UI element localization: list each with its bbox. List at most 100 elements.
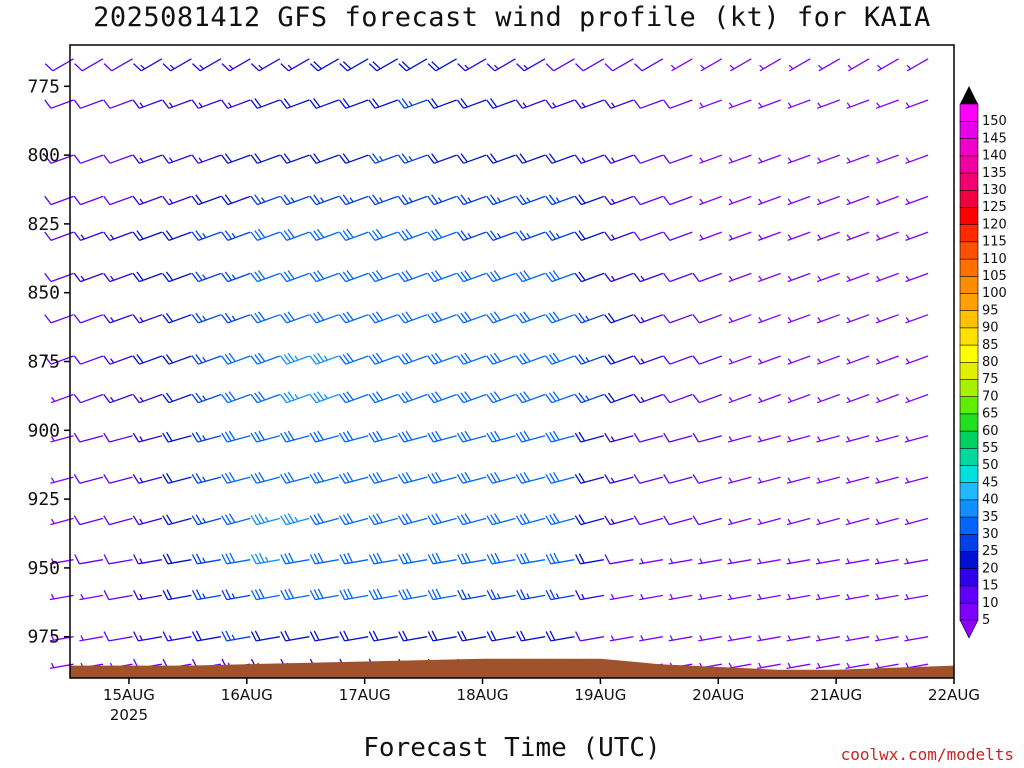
wind-barb xyxy=(103,554,133,565)
wind-barb xyxy=(280,588,310,601)
wind-barb xyxy=(816,195,840,206)
barb-flag xyxy=(397,99,406,109)
barb-staff xyxy=(669,476,693,484)
wind-barb xyxy=(221,471,251,484)
colorbar-swatch xyxy=(959,138,979,157)
wind-barb xyxy=(250,430,280,443)
barb-flag xyxy=(515,515,523,525)
barb-flag xyxy=(604,554,611,565)
barb-half-flag xyxy=(788,64,794,70)
barb-flag xyxy=(692,432,700,443)
barb-flag xyxy=(191,314,199,324)
barb-flag xyxy=(376,552,383,563)
wind-barb xyxy=(250,552,280,565)
wind-barb xyxy=(515,153,546,164)
wind-barb xyxy=(456,471,487,484)
wind-barb xyxy=(609,593,634,601)
barb-flag xyxy=(575,590,581,600)
wind-barb xyxy=(79,593,104,601)
barb-flag xyxy=(254,312,262,322)
barb-half-flag xyxy=(139,477,144,483)
barb-flag xyxy=(519,431,527,442)
barb-half-flag xyxy=(323,394,329,399)
wind-barb xyxy=(875,435,899,443)
wind-barb xyxy=(875,393,899,404)
barb-staff xyxy=(433,355,457,365)
barb-half-flag xyxy=(787,234,792,240)
barb-half-flag xyxy=(110,358,115,364)
barb-half-flag xyxy=(323,355,329,361)
barb-flag xyxy=(486,314,494,324)
barb-staff xyxy=(226,594,251,601)
barb-staff xyxy=(139,99,163,109)
wind-barb xyxy=(545,352,575,365)
barb-flag xyxy=(427,272,435,282)
barb-flag xyxy=(220,272,229,282)
wind-barb xyxy=(132,154,163,164)
barb-flag xyxy=(162,474,169,484)
colorbar-label: 45 xyxy=(982,475,999,490)
barb-flag xyxy=(346,311,354,321)
barb-staff xyxy=(109,195,133,206)
barb-flag xyxy=(604,515,611,525)
barb-half-flag xyxy=(110,396,115,402)
barb-flag xyxy=(195,271,203,281)
barb-half-flag xyxy=(294,394,299,399)
barb-flag xyxy=(195,473,203,483)
wind-barb xyxy=(904,635,929,642)
barb-flag xyxy=(162,154,170,164)
wind-barb xyxy=(486,98,516,109)
barb-flag xyxy=(343,589,350,600)
barb-flag xyxy=(515,99,524,109)
barb-flag xyxy=(221,554,228,565)
wind-barb xyxy=(692,432,722,443)
wind-barb xyxy=(220,312,251,324)
wind-barb xyxy=(905,154,929,164)
barb-half-flag xyxy=(80,635,84,641)
barb-flag xyxy=(338,231,347,241)
barb-flag xyxy=(132,394,140,404)
wind-barb xyxy=(787,393,811,404)
barb-staff xyxy=(314,594,339,601)
barb-half-flag xyxy=(202,356,207,362)
barb-flag xyxy=(195,431,203,442)
wind-barb xyxy=(668,635,693,642)
barb-flag xyxy=(431,230,439,240)
barb-half-flag xyxy=(758,635,762,641)
barb-half-flag xyxy=(817,157,822,163)
wind-barb xyxy=(575,631,605,642)
barb-flag xyxy=(338,314,347,324)
barb-flag xyxy=(493,391,502,401)
barb-flag xyxy=(195,553,202,564)
barb-staff xyxy=(139,154,163,164)
wind-barb xyxy=(103,154,133,164)
wind-barb xyxy=(486,391,516,404)
barb-half-flag xyxy=(846,436,851,442)
colorbar-swatch xyxy=(959,310,979,329)
credit-link[interactable]: coolwx.com/modelts xyxy=(840,745,1014,764)
barb-staff xyxy=(229,58,251,72)
colorbar-swatch xyxy=(959,482,979,501)
wind-barb xyxy=(457,58,487,72)
colorbar-top-arrow xyxy=(960,86,978,104)
wind-barb xyxy=(456,270,487,283)
wind-barb xyxy=(604,312,634,324)
barb-flag xyxy=(228,430,236,441)
barb-flag xyxy=(401,153,409,163)
barb-staff xyxy=(639,517,664,526)
wind-barb xyxy=(368,270,398,283)
barb-half-flag xyxy=(787,662,792,668)
barb-staff xyxy=(609,636,634,642)
barb-flag xyxy=(287,352,295,362)
wind-barb xyxy=(516,58,546,72)
barb-half-flag xyxy=(905,593,909,600)
wind-barb xyxy=(279,194,310,206)
wind-barb xyxy=(698,635,722,642)
barb-flag xyxy=(375,352,384,362)
wind-barb xyxy=(574,154,605,164)
barb-staff xyxy=(227,154,251,164)
barb-staff xyxy=(669,154,693,164)
barb-flag xyxy=(44,63,54,72)
barb-flag xyxy=(427,631,434,642)
barb-flag xyxy=(578,392,586,402)
